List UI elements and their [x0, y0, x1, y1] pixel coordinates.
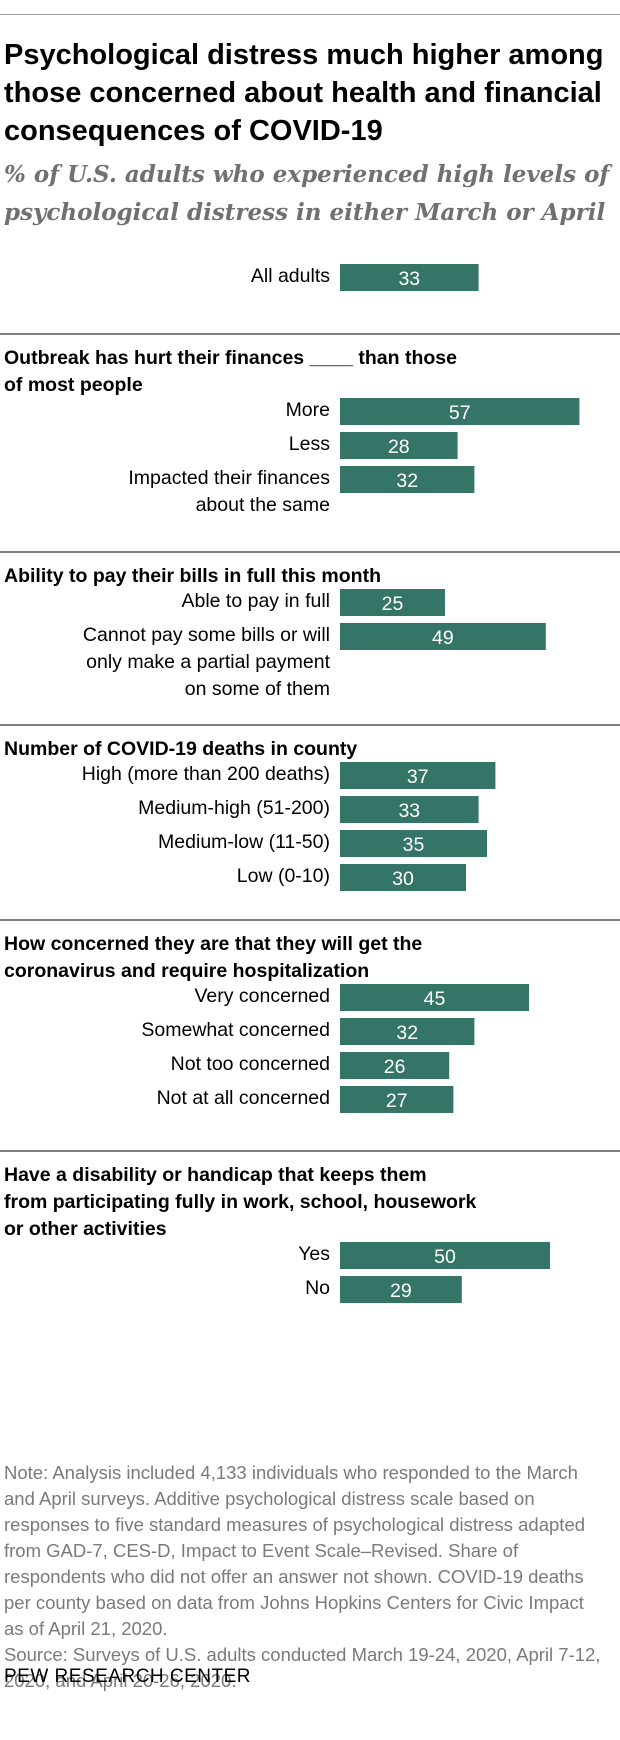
bar	[340, 264, 479, 291]
bar	[340, 623, 546, 650]
bar	[340, 864, 466, 891]
value-label: 45	[424, 988, 446, 1010]
category-label: Able to pay in full	[181, 590, 330, 612]
value-label: 57	[449, 402, 471, 424]
category-label: only make a partial payment	[86, 651, 330, 673]
bar	[340, 1086, 454, 1113]
bar	[340, 1052, 450, 1079]
value-label: 32	[396, 470, 418, 492]
bar	[340, 398, 580, 425]
category-label: Yes	[298, 1243, 330, 1265]
category-label: Somewhat concerned	[141, 1019, 330, 1041]
group-heading: Ability to pay their bills in full this …	[4, 565, 381, 587]
value-label: 50	[434, 1246, 456, 1268]
bar	[340, 1276, 462, 1303]
group-heading: Outbreak has hurt their finances ____ th…	[4, 347, 457, 369]
group-heading: Have a disability or handicap that keeps…	[4, 1164, 427, 1186]
value-label: 26	[384, 1056, 406, 1078]
chart-subtitle: % of U.S. adults who experienced high le…	[4, 161, 610, 226]
group-heading: of most people	[4, 374, 143, 396]
value-label: 33	[398, 268, 420, 290]
group-heading: How concerned they are that they will ge…	[4, 933, 422, 955]
group-heading: from participating fully in work, school…	[4, 1191, 477, 1213]
category-label: Not too concerned	[171, 1053, 330, 1075]
bar-chart: 33 All adults Outbreak has hurt their fina…	[0, 264, 620, 1303]
category-label: Low (0-10)	[237, 865, 330, 887]
category-label: Medium-low (11-50)	[158, 831, 330, 853]
bar	[340, 466, 475, 493]
category-label: No	[305, 1277, 330, 1299]
group-heading: or other activities	[4, 1218, 167, 1240]
bar	[340, 830, 487, 857]
chart-title: Psychological distress much higher among…	[4, 39, 604, 147]
bar	[340, 796, 479, 823]
value-label: 25	[382, 593, 404, 615]
bar	[340, 589, 445, 616]
category-label: Impacted their finances	[128, 467, 330, 489]
brand-label: PEW RESEARCH CENTER	[4, 1666, 252, 1687]
value-label: 27	[386, 1090, 408, 1112]
value-label: 49	[432, 627, 454, 649]
category-label: More	[286, 399, 330, 421]
category-label: Cannot pay some bills or will	[83, 624, 330, 646]
source-text: Source: Surveys of U.S. adults conducted…	[4, 1644, 601, 1691]
category-label: Very concerned	[194, 985, 330, 1007]
value-label: 35	[403, 834, 425, 856]
value-label: 28	[388, 436, 410, 458]
category-label: Medium-high (51-200)	[138, 797, 330, 819]
group-heading: Number of COVID-19 deaths in county	[4, 738, 357, 760]
value-label: 33	[398, 800, 420, 822]
category-label: High (more than 200 deaths)	[82, 763, 330, 785]
bar	[340, 984, 529, 1011]
bar	[340, 432, 458, 459]
value-label: 32	[396, 1022, 418, 1044]
bar	[340, 1242, 550, 1269]
value-label: 37	[407, 766, 429, 788]
category-label: on some of them	[185, 678, 330, 700]
category-label: All adults	[251, 265, 330, 287]
category-label: Not at all concerned	[157, 1087, 330, 1109]
category-label: Less	[289, 433, 330, 455]
group-heading: coronavirus and require hospitalization	[4, 960, 369, 982]
chart-notes: Note: Analysis included 4,133 individual…	[4, 1460, 604, 1694]
category-label: about the same	[196, 494, 330, 516]
top-rule	[0, 14, 620, 15]
value-label: 29	[390, 1280, 412, 1302]
note-text: Note: Analysis included 4,133 individual…	[4, 1462, 586, 1639]
bar	[340, 1018, 475, 1045]
bar	[340, 762, 496, 789]
value-label: 30	[392, 868, 414, 890]
